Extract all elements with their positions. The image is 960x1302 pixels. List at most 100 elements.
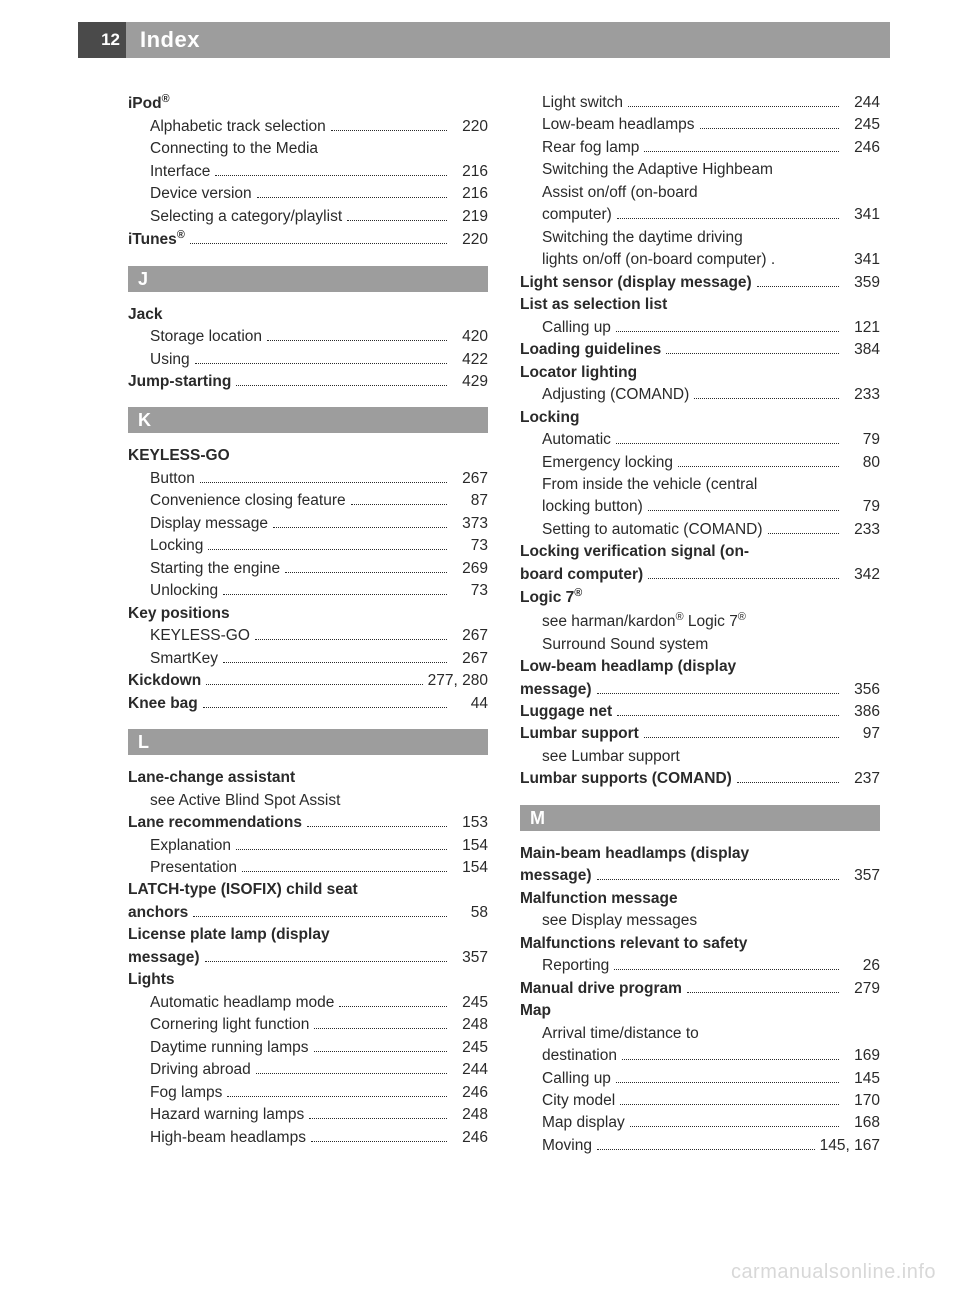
index-entry-page: 219 [452, 206, 488, 228]
leader-dots [314, 1017, 447, 1029]
leader-dots [678, 454, 839, 466]
index-entry-label: Knee bag [128, 693, 198, 715]
index-entry: Daytime running lamps 245 [128, 1037, 488, 1059]
index-entry: message)357 [520, 865, 880, 887]
index-entry-page: 145 [844, 1068, 880, 1090]
index-heading: KEYLESS-GO [128, 445, 488, 467]
index-entry-page: 267 [452, 625, 488, 647]
letter-bar: K [128, 407, 488, 433]
index-entry-label: message) [520, 679, 592, 701]
index-entry: High-beam headlamps246 [128, 1127, 488, 1149]
index-entry-page: 168 [844, 1112, 880, 1134]
index-heading: Map [520, 1000, 880, 1022]
index-entry: Arrival time/distance to [520, 1023, 880, 1045]
index-entry: Cornering light function248 [128, 1014, 488, 1036]
index-entry: Lane recommendations153 [128, 812, 488, 834]
leader-dots [236, 837, 447, 849]
index-entry: Device version216 [128, 183, 488, 205]
index-entry: Presentation154 [128, 857, 488, 879]
leader-dots [644, 140, 839, 152]
watermark: carmanualsonline.info [731, 1261, 936, 1284]
index-entry-page: 73 [452, 580, 488, 602]
index-entry-page: 245 [452, 1037, 488, 1059]
index-entry-page: 73 [452, 535, 488, 557]
leader-dots [694, 387, 839, 399]
leader-dots [666, 342, 839, 354]
index-entry-page: 244 [452, 1059, 488, 1081]
index-entry-label: message) [520, 865, 592, 887]
index-entry-page: 244 [844, 92, 880, 114]
leader-dots [257, 186, 447, 198]
index-entry: Reporting26 [520, 955, 880, 977]
index-entry: destination169 [520, 1045, 880, 1067]
index-entry-page: 277, 280 [428, 670, 488, 692]
index-entry: Loading guidelines384 [520, 339, 880, 361]
letter-bar: L [128, 729, 488, 755]
index-entry-label: Luggage net [520, 701, 612, 723]
index-entry-label: iTunes® [128, 228, 185, 252]
index-entry: Adjusting (COMAND)233 [520, 384, 880, 406]
leader-dots [597, 868, 839, 880]
index-entry-label: Adjusting (COMAND) [542, 384, 689, 406]
index-entry-label: Low-beam headlamps [542, 114, 695, 136]
index-entry-label: Lumbar supports (COMAND) [520, 768, 732, 790]
index-entry-label: High-beam headlamps [150, 1127, 306, 1149]
column-left: iPod®Alphabetic track selection220Connec… [128, 92, 488, 1157]
index-entry-page: 341 [844, 249, 880, 271]
index-entry-label: Setting to automatic (COMAND) [542, 519, 763, 541]
index-entry-label: Device version [150, 183, 252, 205]
index-entry-page: 58 [452, 902, 488, 924]
letter-bar: M [520, 805, 880, 831]
index-entry-label: Starting the engine [150, 558, 280, 580]
index-heading: Jack [128, 304, 488, 326]
index-heading: Malfunctions relevant to safety [520, 933, 880, 955]
index-entry-label: Explanation [150, 835, 231, 857]
index-entry-page: 26 [844, 955, 880, 977]
index-entry-page: 153 [452, 812, 488, 834]
index-entry: Main-beam headlamps (display [520, 843, 880, 865]
leader-dots [616, 319, 839, 331]
index-heading: Logic 7® [520, 586, 880, 610]
index-entry: Moving145, 167 [520, 1135, 880, 1157]
index-entry-page: 233 [844, 519, 880, 541]
leader-dots [644, 726, 839, 738]
index-entry-page: 267 [452, 648, 488, 670]
index-see-ref: see harman/kardon® Logic 7® [520, 610, 880, 634]
leader-dots [648, 499, 839, 511]
leader-dots [205, 949, 447, 961]
index-entry: lights on/off (on-board computer) .341 [520, 249, 880, 271]
leader-dots [307, 815, 447, 827]
leader-dots [256, 1062, 447, 1074]
leader-dots [206, 673, 422, 685]
leader-dots [737, 771, 839, 783]
index-entry-label: Interface [150, 161, 210, 183]
index-entry-label: Fog lamps [150, 1082, 222, 1104]
index-entry-page: 246 [452, 1082, 488, 1104]
index-heading: Key positions [128, 603, 488, 625]
index-entry: Assist on/off (on-board [520, 182, 880, 204]
leader-dots [622, 1048, 839, 1060]
index-entry-page: 97 [844, 723, 880, 745]
leader-dots [255, 628, 447, 640]
index-entry-label: destination [542, 1045, 617, 1067]
index-heading: iPod® [128, 92, 488, 116]
index-entry: Selecting a category/playlist 219 [128, 206, 488, 228]
index-entry-label: Selecting a category/playlist [150, 206, 342, 228]
index-entry: Map display168 [520, 1112, 880, 1134]
index-entry: Lumbar support97 [520, 723, 880, 745]
index-entry-page: 267 [452, 468, 488, 490]
leader-dots [351, 493, 447, 505]
index-heading: Locator lighting [520, 362, 880, 384]
index-see-ref: see Display messages [520, 910, 880, 932]
leader-dots [309, 1107, 447, 1119]
index-entry-label: Cornering light function [150, 1014, 309, 1036]
index-entry-label: KEYLESS-GO [150, 625, 250, 647]
index-entry-label: Daytime running lamps [150, 1037, 309, 1059]
index-entry: LATCH-type (ISOFIX) child seat [128, 879, 488, 901]
index-entry: Connecting to the Media [128, 138, 488, 160]
index-entry: Manual drive program279 [520, 978, 880, 1000]
index-entry-page: 356 [844, 679, 880, 701]
index-entry: Explanation154 [128, 835, 488, 857]
index-entry: Knee bag44 [128, 693, 488, 715]
index-entry-label: Unlocking [150, 580, 218, 602]
